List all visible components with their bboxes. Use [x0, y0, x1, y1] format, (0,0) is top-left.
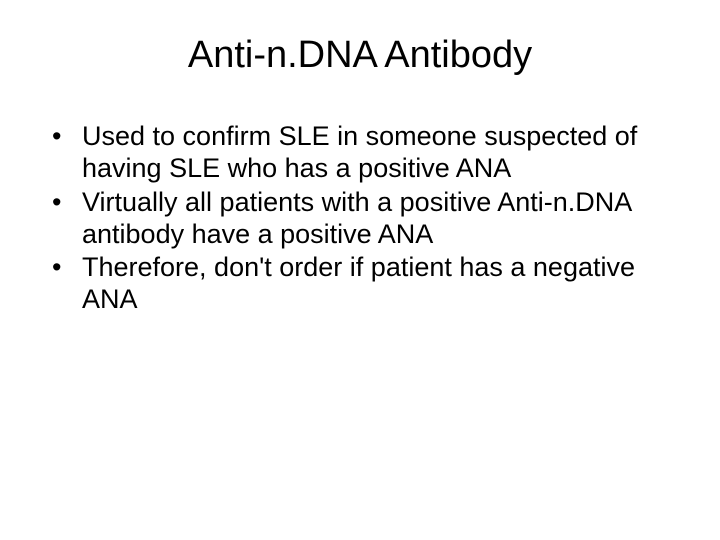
bullet-item: Virtually all patients with a positive A…	[38, 187, 682, 251]
bullet-item: Therefore, don't order if patient has a …	[38, 252, 682, 316]
bullet-list: Used to confirm SLE in someone suspected…	[38, 121, 682, 316]
slide-title: Anti-n.DNA Antibody	[38, 34, 682, 77]
bullet-item: Used to confirm SLE in someone suspected…	[38, 121, 682, 185]
